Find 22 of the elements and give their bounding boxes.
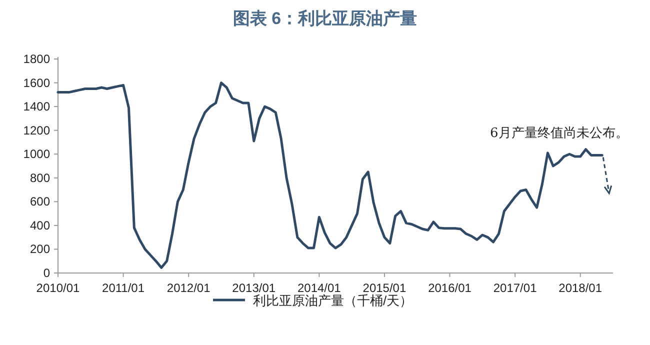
annotation: 6月产量终值尚未公布。: [490, 126, 628, 141]
x-tick-label: 2013/01: [232, 281, 276, 295]
y-tick-label: 800: [30, 170, 50, 185]
legend-label: 利比亚原油产量（千桶/天）: [253, 293, 413, 308]
x-tick-label: 2016/01: [428, 281, 472, 295]
x-tick-label: 2010/01: [36, 281, 80, 295]
y-tick-label: 400: [30, 218, 50, 232]
y-tick-label: 1800: [23, 52, 50, 66]
y-tick-label: 1400: [23, 100, 50, 114]
x-tick-label: 2015/01: [362, 281, 406, 295]
x-tick-label: 2017/01: [493, 281, 538, 295]
y-tick-label: 1600: [23, 76, 50, 90]
y-tick-label: 1200: [23, 123, 50, 138]
chart-title: 图表 6：利比亚原油产量: [232, 9, 418, 28]
x-tick-label: 2014/01: [297, 281, 342, 295]
x-tick-label: 2018/01: [558, 281, 602, 295]
y-tick-label: 0: [43, 266, 50, 280]
y-tick-label: 200: [30, 242, 50, 256]
x-tick-label: 2012/01: [166, 281, 211, 295]
y-tick-label: 1000: [23, 147, 50, 162]
y-tick-label: 600: [30, 194, 50, 209]
x-tick-label: 2011/01: [102, 281, 145, 295]
